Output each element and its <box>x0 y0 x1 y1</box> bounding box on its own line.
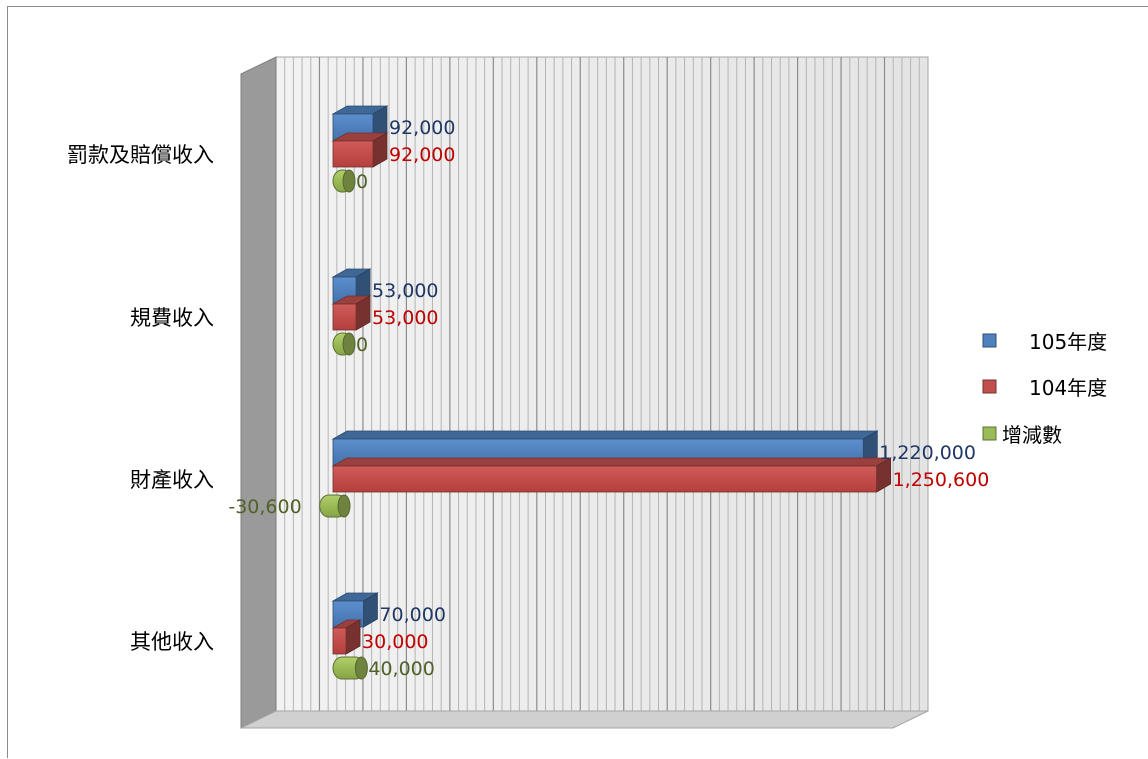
bar-end-cap <box>337 494 351 518</box>
bar-front-face <box>332 627 347 655</box>
data-label: 1,220,000 <box>879 442 976 464</box>
data-label: 53,000 <box>372 307 438 329</box>
data-label: -30,600 <box>228 496 301 518</box>
data-label: 0 <box>356 171 368 193</box>
floor <box>240 710 929 729</box>
labels: 罰款及賠償收入規費收入財產收入其他收入92,00092,000053,00053… <box>67 117 989 680</box>
bar-front-face <box>332 303 357 331</box>
data-label: 30,000 <box>362 631 428 653</box>
data-label: 70,000 <box>379 604 445 626</box>
data-label: 92,000 <box>389 117 455 139</box>
bar-end-cap <box>342 169 356 193</box>
bar <box>331 295 372 331</box>
bar-front-face <box>332 140 374 168</box>
category-label: 罰款及賠償收入 <box>67 143 214 167</box>
bar-end-cap <box>342 332 356 356</box>
data-label: 92,000 <box>389 144 455 166</box>
bar <box>319 494 351 518</box>
bar-end-cap <box>354 656 368 680</box>
bar <box>332 332 356 356</box>
bar-front-face <box>332 465 877 493</box>
data-label: 40,000 <box>368 658 434 680</box>
legend-label: 104年度 <box>1029 376 1107 400</box>
data-label: 0 <box>356 334 368 356</box>
bars <box>319 105 893 680</box>
data-label: 53,000 <box>372 280 438 302</box>
category-label: 規費收入 <box>130 306 214 330</box>
legend-label: 增減數 <box>1002 423 1062 447</box>
bar <box>332 169 356 193</box>
legend-swatch <box>982 333 997 348</box>
legend-entry: 104年度 <box>982 376 1107 400</box>
legend-swatch <box>982 379 997 394</box>
legend-entry: 105年度 <box>982 330 1107 354</box>
bar-chart: 罰款及賠償收入規費收入財產收入其他收入92,00092,000053,00053… <box>67 56 1107 729</box>
legend-label: 105年度 <box>1029 330 1107 354</box>
bar <box>332 656 368 680</box>
category-label: 財產收入 <box>130 468 214 492</box>
side-wall <box>240 56 277 729</box>
bar <box>331 132 389 168</box>
bar-top-face <box>331 457 893 467</box>
back-wall <box>275 56 929 712</box>
data-label: 1,250,600 <box>893 469 990 491</box>
chart-frame: 罰款及賠償收入 規費收入 財產收入 其他收入 92,000 92,000 0 53,000 53… <box>7 6 1148 758</box>
category-label: 其他收入 <box>130 630 214 654</box>
bar <box>331 105 389 141</box>
bar <box>331 619 362 655</box>
legend-entry: 增減數 <box>982 423 1062 447</box>
legend-swatch <box>982 426 997 441</box>
bar <box>331 457 893 493</box>
bar-top-face <box>331 430 879 440</box>
